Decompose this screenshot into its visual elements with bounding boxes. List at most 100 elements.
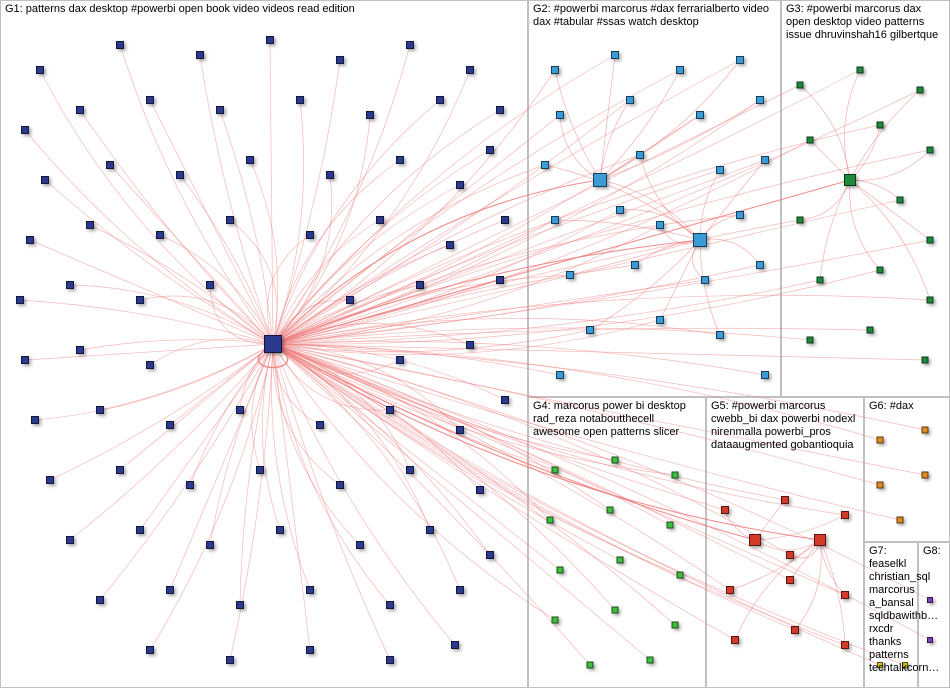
node-G1-26[interactable] (156, 231, 164, 239)
node-G1-0[interactable] (36, 66, 44, 74)
node-G1-54[interactable] (256, 466, 264, 474)
node-G3-107[interactable] (797, 217, 804, 224)
node-G1-45[interactable] (166, 421, 174, 429)
node-G1-36[interactable] (346, 296, 354, 304)
node-G2-98[interactable] (716, 331, 724, 339)
node-G4-129[interactable] (647, 657, 654, 664)
node-G3-112[interactable] (927, 297, 934, 304)
node-G1-60[interactable] (206, 541, 214, 549)
secondary-hub-4[interactable] (814, 534, 826, 546)
node-G1-43[interactable] (31, 416, 39, 424)
node-G4-123[interactable] (617, 557, 624, 564)
node-G1-28[interactable] (306, 231, 314, 239)
node-G5-137[interactable] (731, 636, 739, 644)
node-G1-61[interactable] (276, 526, 284, 534)
node-G1-51[interactable] (46, 476, 54, 484)
node-G6-143[interactable] (922, 472, 929, 479)
node-G4-124[interactable] (677, 572, 684, 579)
node-G2-86[interactable] (716, 166, 724, 174)
node-G1-15[interactable] (486, 146, 494, 154)
node-G4-116[interactable] (552, 467, 559, 474)
node-G2-77[interactable] (611, 51, 619, 59)
secondary-hub-3[interactable] (749, 534, 761, 546)
node-G1-55[interactable] (336, 481, 344, 489)
node-G4-125[interactable] (552, 617, 559, 624)
node-G1-40[interactable] (146, 361, 154, 369)
node-G2-80[interactable] (556, 111, 564, 119)
node-G3-113[interactable] (807, 337, 814, 344)
node-G1-27[interactable] (226, 216, 234, 224)
node-G5-136[interactable] (841, 591, 849, 599)
node-G2-76[interactable] (551, 66, 559, 74)
node-G3-104[interactable] (807, 137, 814, 144)
node-G4-119[interactable] (547, 517, 554, 524)
node-G3-108[interactable] (897, 197, 904, 204)
node-G1-6[interactable] (466, 66, 474, 74)
node-G5-138[interactable] (791, 626, 799, 634)
node-G1-73[interactable] (306, 646, 314, 654)
secondary-hub-2[interactable] (844, 174, 856, 186)
node-G1-33[interactable] (66, 281, 74, 289)
node-G1-12[interactable] (296, 96, 304, 104)
node-G1-50[interactable] (501, 396, 509, 404)
node-G1-9[interactable] (76, 106, 84, 114)
node-G1-57[interactable] (476, 486, 484, 494)
node-G1-20[interactable] (326, 171, 334, 179)
node-G1-8[interactable] (21, 126, 29, 134)
node-G1-10[interactable] (146, 96, 154, 104)
node-G2-79[interactable] (736, 56, 744, 64)
node-G6-144[interactable] (897, 517, 904, 524)
node-G1-68[interactable] (306, 586, 314, 594)
node-G1-2[interactable] (196, 51, 204, 59)
node-G5-131[interactable] (781, 496, 789, 504)
node-G3-105[interactable] (877, 122, 884, 129)
node-G1-62[interactable] (356, 541, 364, 549)
node-G1-13[interactable] (366, 111, 374, 119)
node-G1-17[interactable] (106, 161, 114, 169)
node-G1-31[interactable] (496, 276, 504, 284)
node-G1-22[interactable] (456, 181, 464, 189)
node-G1-16[interactable] (41, 176, 49, 184)
node-G2-82[interactable] (696, 111, 704, 119)
node-G1-44[interactable] (96, 406, 104, 414)
node-G1-11[interactable] (216, 106, 224, 114)
node-G1-3[interactable] (266, 36, 274, 44)
node-G4-121[interactable] (667, 522, 674, 529)
node-G1-70[interactable] (456, 586, 464, 594)
node-G2-89[interactable] (616, 206, 624, 214)
node-G1-5[interactable] (406, 41, 414, 49)
node-G5-130[interactable] (721, 506, 729, 514)
node-G5-134[interactable] (726, 586, 734, 594)
node-G2-78[interactable] (676, 66, 684, 74)
secondary-hub-0[interactable] (593, 173, 607, 187)
node-G4-118[interactable] (672, 472, 679, 479)
node-G1-23[interactable] (501, 216, 509, 224)
node-G6-140[interactable] (877, 437, 884, 444)
node-G1-58[interactable] (66, 536, 74, 544)
node-G1-14[interactable] (436, 96, 444, 104)
node-G1-71[interactable] (146, 646, 154, 654)
node-G1-59[interactable] (136, 526, 144, 534)
node-G8-147[interactable] (927, 597, 933, 603)
node-G1-56[interactable] (406, 466, 414, 474)
node-G3-103[interactable] (917, 87, 924, 94)
node-G1-47[interactable] (316, 421, 324, 429)
node-G4-128[interactable] (587, 662, 594, 669)
node-G1-48[interactable] (386, 406, 394, 414)
node-G2-97[interactable] (656, 316, 664, 324)
node-G3-114[interactable] (867, 327, 874, 334)
node-G1-66[interactable] (166, 586, 174, 594)
node-G3-109[interactable] (927, 237, 934, 244)
node-G2-99[interactable] (761, 371, 769, 379)
node-G1-21[interactable] (396, 156, 404, 164)
node-G2-91[interactable] (736, 211, 744, 219)
node-G1-72[interactable] (226, 656, 234, 664)
node-G2-93[interactable] (631, 261, 639, 269)
node-G2-95[interactable] (756, 261, 764, 269)
node-G4-117[interactable] (612, 457, 619, 464)
node-G4-126[interactable] (612, 607, 619, 614)
node-G3-111[interactable] (877, 267, 884, 274)
node-G1-42[interactable] (466, 341, 474, 349)
node-G1-37[interactable] (416, 281, 424, 289)
node-G2-96[interactable] (586, 326, 594, 334)
